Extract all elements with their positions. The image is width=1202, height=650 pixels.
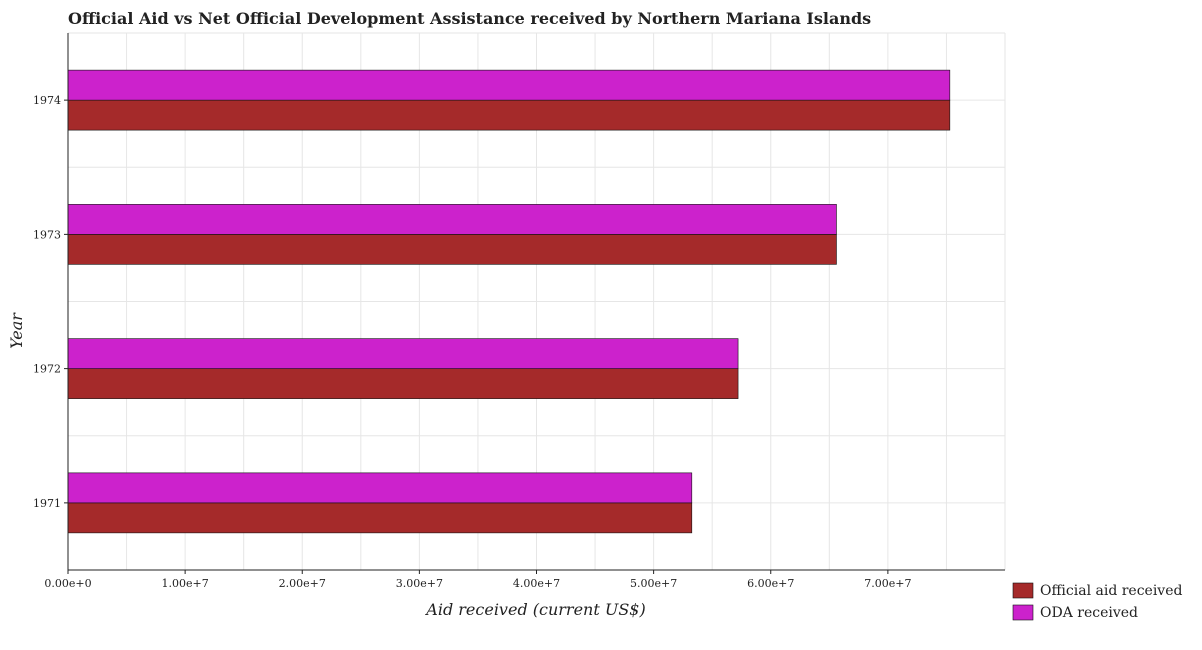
legend-label-0: Official aid received [1040, 583, 1183, 599]
legend-label-1: ODA received [1040, 605, 1138, 621]
legend: Official aid received ODA received [1012, 582, 1183, 621]
bar-official-aid-1973 [67, 234, 837, 265]
bar-oda-1974 [67, 69, 951, 101]
y-tick-label: 1972 [33, 363, 61, 376]
y-ticks: 1971 1972 1973 1974 [33, 33, 69, 570]
y-tick-label: 1974 [33, 94, 61, 107]
bar-official-aid-1971 [67, 502, 693, 534]
x-ticks: 0.00e+0 1.00e+7 2.00e+7 3.00e+7 4.00e+7 5.00e… [44, 569, 1005, 590]
legend-swatch-0 [1012, 582, 1034, 599]
legend-swatch-1 [1012, 604, 1034, 621]
x-tick-label: 1.00e+7 [162, 577, 209, 590]
x-tick-label: 4.00e+7 [513, 577, 560, 590]
x-tick-label: 6.00e+7 [747, 577, 794, 590]
x-tick-label: 5.00e+7 [630, 577, 677, 590]
x-tick-label: 3.00e+7 [396, 577, 443, 590]
bar-oda-1971 [67, 472, 693, 504]
y-tick-label: 1973 [33, 228, 61, 241]
bar-official-aid-1972 [67, 368, 739, 399]
x-tick-label: 0.00e+0 [44, 577, 91, 590]
bar-official-aid-1974 [67, 99, 951, 131]
x-axis-label: Aid received (current US$) [424, 600, 645, 619]
chart-title: Official Aid vs Net Official Development… [68, 9, 871, 28]
x-tick-label: 7.00e+7 [864, 577, 911, 590]
y-tick-label: 1971 [33, 497, 61, 510]
bar-oda-1972 [67, 338, 739, 369]
bar-oda-1973 [67, 204, 837, 235]
y-axis-label: Year [7, 312, 26, 349]
bars [67, 69, 951, 534]
x-tick-label: 2.00e+7 [279, 577, 326, 590]
